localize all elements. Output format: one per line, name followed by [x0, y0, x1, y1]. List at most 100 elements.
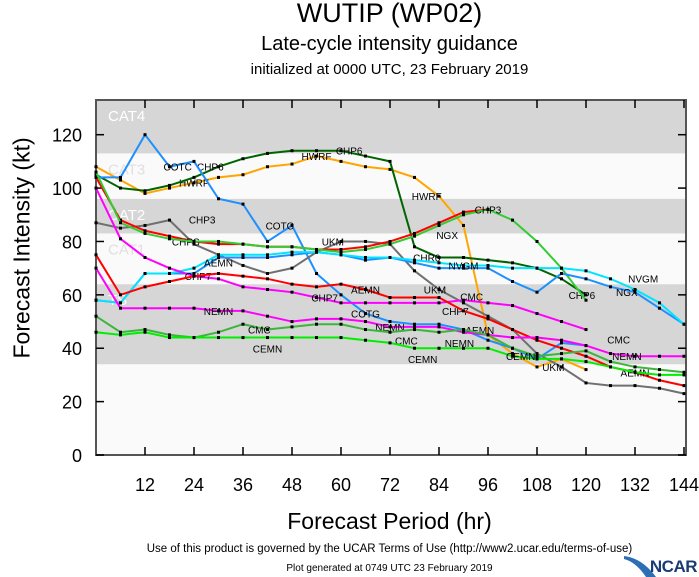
data-point [364, 154, 367, 158]
data-point [168, 237, 171, 241]
data-point [266, 151, 269, 155]
data-point [511, 336, 514, 340]
series-label: AEMN [465, 326, 494, 337]
data-point [462, 309, 465, 313]
data-point [168, 306, 171, 310]
data-point [560, 357, 563, 361]
data-point [633, 384, 637, 388]
data-point [241, 322, 245, 326]
series-label: CHP3 [475, 205, 502, 216]
data-point [290, 336, 294, 340]
y-tick-label: 40 [62, 339, 82, 359]
data-point [266, 288, 269, 292]
series-label: NEMN [612, 352, 641, 363]
data-point [217, 255, 220, 259]
series-label: CEMN [408, 355, 437, 366]
data-point [560, 346, 563, 350]
data-point [658, 354, 661, 358]
data-point [266, 336, 269, 340]
series-label: NGX [616, 288, 638, 299]
data-point [315, 285, 318, 289]
data-point [535, 266, 539, 270]
data-point [192, 181, 196, 185]
data-point [511, 328, 514, 332]
data-point [560, 320, 563, 324]
data-point [413, 234, 416, 238]
data-point [143, 328, 147, 332]
series-label: UKM [542, 363, 564, 374]
data-point [339, 293, 343, 297]
data-point [339, 239, 343, 243]
data-point [658, 306, 661, 310]
y-tick-label: 20 [62, 393, 82, 413]
data-point [486, 266, 490, 270]
data-point [168, 280, 171, 284]
data-point [241, 202, 245, 206]
data-point [217, 239, 220, 243]
data-point [511, 304, 514, 308]
data-point [413, 175, 416, 179]
data-point [266, 245, 269, 249]
data-point [143, 223, 147, 227]
data-point [364, 312, 367, 316]
data-point [462, 346, 465, 350]
data-point [658, 373, 661, 377]
data-point [192, 159, 196, 163]
data-point [290, 245, 294, 249]
data-point [143, 231, 147, 235]
data-point [168, 234, 171, 238]
data-point [290, 325, 294, 329]
data-point [511, 354, 514, 358]
data-point [217, 175, 220, 179]
data-point [94, 221, 98, 225]
x-tick-label: 84 [429, 475, 449, 495]
data-point [682, 322, 686, 326]
data-point [511, 346, 514, 350]
data-point [315, 296, 318, 300]
data-point [290, 320, 294, 324]
data-point [192, 336, 196, 340]
data-point [119, 293, 122, 297]
data-point [266, 328, 269, 332]
data-point [584, 269, 588, 273]
data-point [119, 178, 122, 182]
data-point [119, 330, 122, 334]
data-point [609, 365, 612, 369]
data-point [217, 253, 220, 257]
data-point [94, 330, 98, 334]
x-tick-label: 96 [478, 475, 498, 495]
data-point [143, 306, 147, 310]
data-point [388, 255, 392, 259]
data-point [388, 341, 392, 345]
data-point [364, 301, 367, 305]
data-point [388, 320, 392, 324]
data-point [168, 336, 171, 340]
data-point [486, 338, 490, 342]
data-point [388, 167, 392, 171]
data-point [168, 183, 171, 187]
data-point [339, 336, 343, 340]
data-point [462, 263, 465, 267]
data-point [511, 261, 514, 265]
series-label: CHP3 [189, 215, 216, 226]
data-point [119, 226, 122, 230]
data-point [511, 218, 514, 222]
data-point [609, 277, 612, 281]
data-point [119, 221, 122, 225]
data-point [364, 258, 367, 262]
data-point [192, 266, 196, 270]
data-point [413, 346, 416, 350]
data-point [486, 346, 490, 350]
data-point [658, 368, 661, 372]
data-point [266, 255, 269, 259]
data-point [388, 330, 392, 334]
data-point [486, 263, 490, 267]
data-point [609, 285, 612, 289]
series-label: CMC [460, 293, 483, 304]
data-point [241, 255, 245, 259]
data-point [560, 352, 563, 356]
data-point [94, 186, 98, 190]
data-point [241, 173, 245, 177]
data-point [339, 301, 343, 305]
data-point [388, 239, 392, 243]
